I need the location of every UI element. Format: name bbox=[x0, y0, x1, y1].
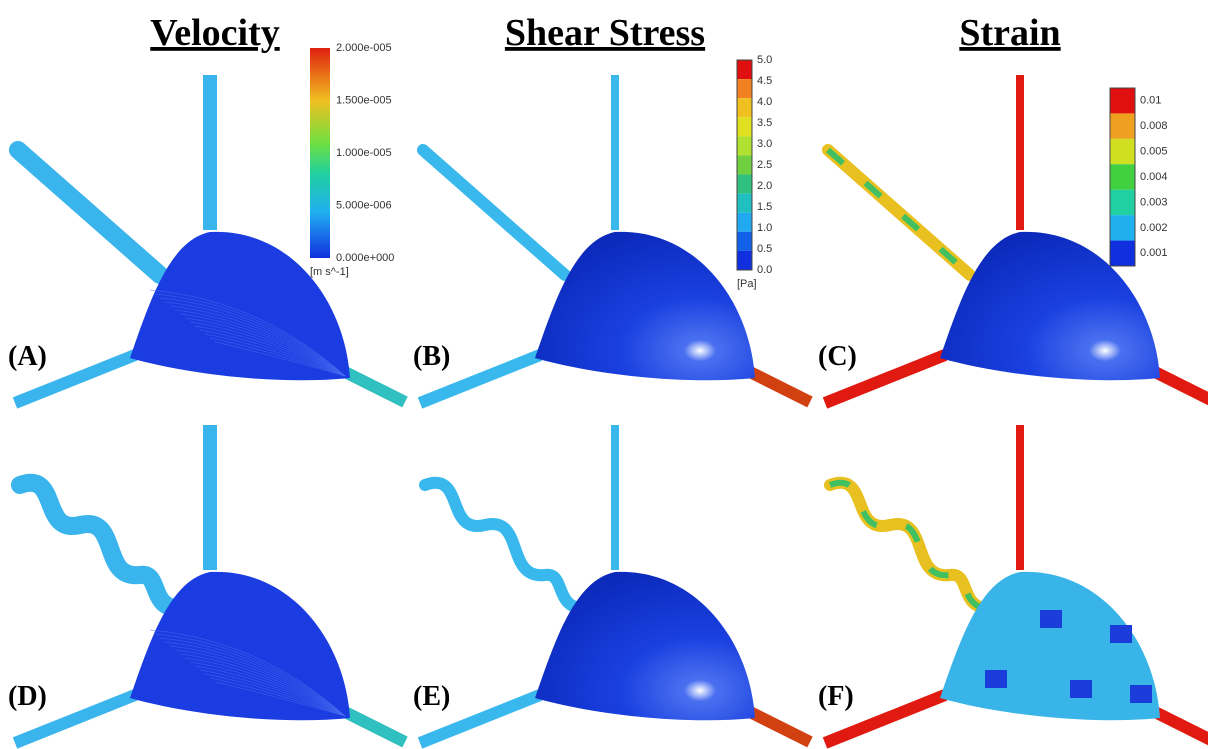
colorbar-band bbox=[1110, 113, 1135, 138]
tube bbox=[423, 150, 565, 275]
colorbar-label: 3.0 bbox=[757, 138, 772, 150]
colorbar-label: 2.000e-005 bbox=[336, 42, 392, 54]
colorbar-unit: [Pa] bbox=[737, 278, 757, 290]
colorbar-band bbox=[737, 98, 752, 117]
colorbar-label: 0.002 bbox=[1140, 222, 1168, 234]
column-title: Shear Stress bbox=[505, 12, 705, 54]
colorbar-label: 0.003 bbox=[1140, 196, 1168, 208]
colorbar-label: 5.0 bbox=[757, 54, 772, 66]
colorbar-label: 0.000e+000 bbox=[336, 252, 394, 264]
strain-patch bbox=[1070, 680, 1092, 698]
colorbar-band bbox=[737, 136, 752, 155]
colorbar-band bbox=[737, 155, 752, 174]
colorbar-label: 0.01 bbox=[1140, 95, 1161, 107]
colorbar-label: 3.5 bbox=[757, 117, 772, 129]
column-title: Velocity bbox=[150, 12, 279, 54]
colorbar-band bbox=[737, 213, 752, 232]
panel: (D) bbox=[8, 425, 405, 743]
colorbar-unit: [m s^-1] bbox=[310, 266, 349, 278]
tube bbox=[1155, 372, 1208, 402]
colorbar-band bbox=[1110, 88, 1135, 113]
colorbar-label: 1.500e-005 bbox=[336, 94, 392, 106]
colorbar-band bbox=[1110, 241, 1135, 266]
tube bbox=[425, 483, 580, 608]
colorbar-label: 0.0 bbox=[757, 264, 772, 276]
colorbar-band bbox=[737, 194, 752, 213]
colorbar-label: 5.000e-006 bbox=[336, 199, 392, 211]
colorbar-label: 4.0 bbox=[757, 96, 772, 108]
panel-label: (F) bbox=[818, 681, 854, 712]
panel: (A) bbox=[8, 75, 405, 403]
colorbar-band bbox=[737, 175, 752, 194]
tube bbox=[1155, 712, 1208, 742]
colorbar-label: 0.004 bbox=[1140, 171, 1168, 183]
colorbar bbox=[310, 48, 330, 258]
strain-patch bbox=[1130, 685, 1152, 703]
colorbar-label: 2.5 bbox=[757, 159, 772, 171]
colorbar-label: 1.0 bbox=[757, 222, 772, 234]
colorbar-label: 0.005 bbox=[1140, 145, 1168, 157]
strain-patch bbox=[1110, 625, 1132, 643]
colorbar-label: 1.5 bbox=[757, 201, 772, 213]
colorbar-band bbox=[737, 79, 752, 98]
tube bbox=[830, 483, 985, 608]
colorbar-label: 1.000e-005 bbox=[336, 147, 392, 159]
tube bbox=[20, 483, 175, 608]
dome bbox=[535, 232, 755, 380]
tube bbox=[345, 372, 405, 402]
colorbar-band bbox=[737, 117, 752, 136]
colorbar-label: 0.5 bbox=[757, 243, 772, 255]
colorbar-band bbox=[737, 60, 752, 79]
tube bbox=[750, 372, 810, 402]
panel-label: (D) bbox=[8, 681, 47, 712]
colorbar-band bbox=[1110, 164, 1135, 189]
colorbar-label: 4.5 bbox=[757, 75, 772, 87]
panel-label: (C) bbox=[818, 341, 857, 372]
colorbar-band bbox=[1110, 139, 1135, 164]
colorbar-label: 0.008 bbox=[1140, 120, 1168, 132]
colorbar-label: 2.0 bbox=[757, 180, 772, 192]
tube bbox=[750, 712, 810, 742]
panel: (E) bbox=[413, 425, 810, 743]
colorbar-band bbox=[1110, 190, 1135, 215]
tube bbox=[18, 150, 160, 275]
colorbar-band bbox=[737, 232, 752, 251]
panel-label: (E) bbox=[413, 681, 450, 712]
panel: (F) bbox=[818, 425, 1208, 743]
column-title: Strain bbox=[959, 12, 1060, 54]
panel-label: (A) bbox=[8, 341, 47, 372]
colorbar-band bbox=[1110, 215, 1135, 240]
colorbar-band bbox=[737, 251, 752, 270]
colorbar-label: 0.001 bbox=[1140, 247, 1168, 259]
figure: (A) (B) (C) (D) (E) (F) Velocity Shear Stress St… bbox=[0, 0, 1208, 749]
strain-patch bbox=[985, 670, 1007, 688]
tube bbox=[345, 712, 405, 742]
panel-label: (B) bbox=[413, 341, 450, 372]
strain-patch bbox=[1040, 610, 1062, 628]
